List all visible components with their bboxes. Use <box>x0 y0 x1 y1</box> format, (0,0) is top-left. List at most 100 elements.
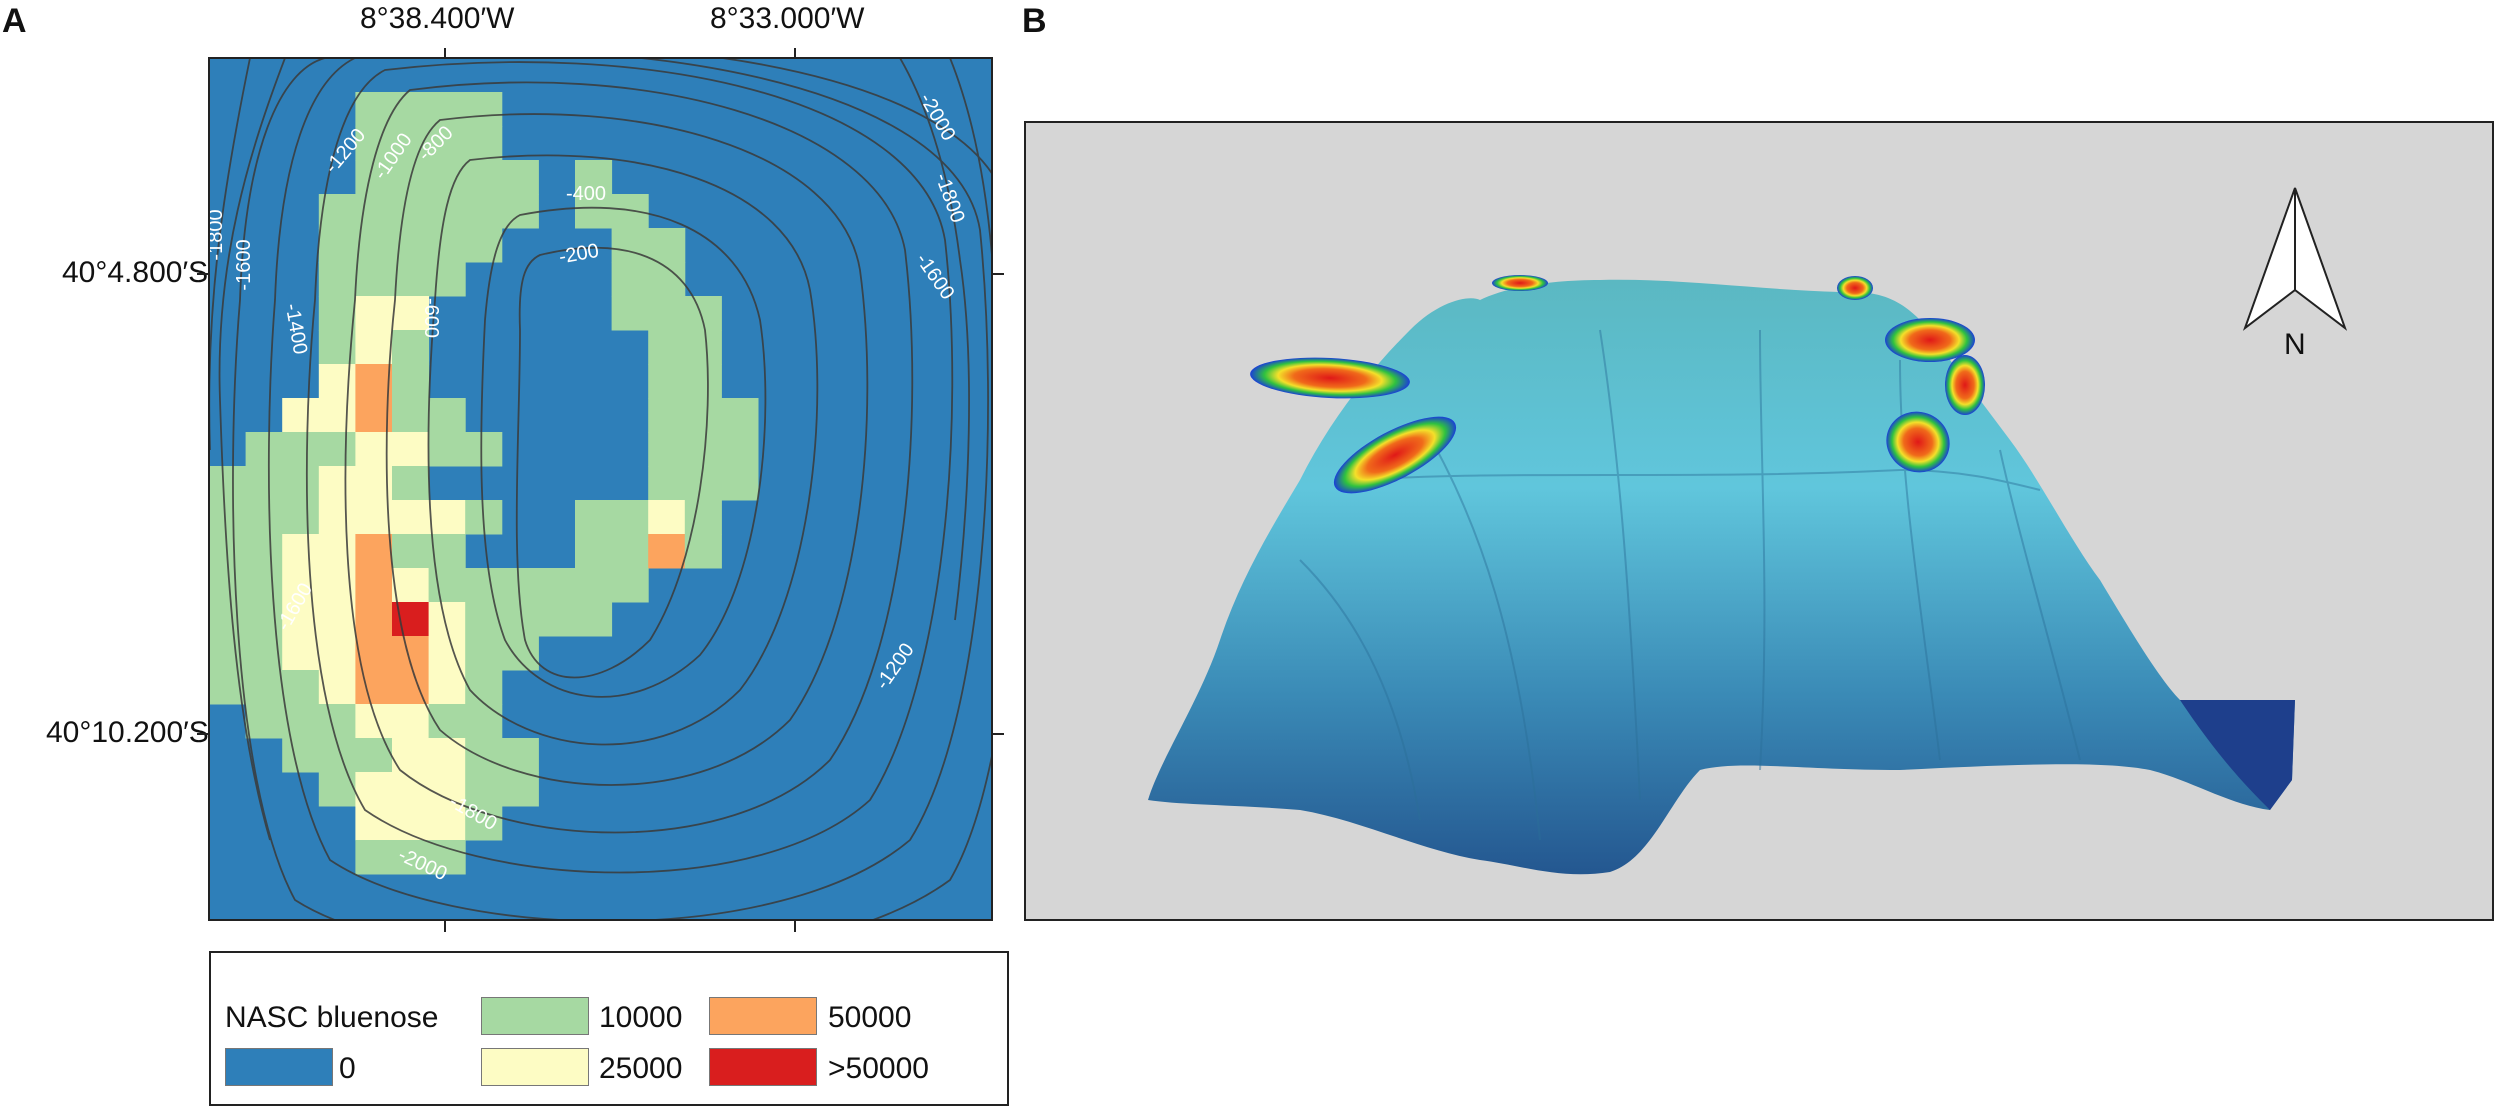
nasc-cell <box>721 432 759 467</box>
nasc-cell <box>392 92 430 127</box>
nasc-cell <box>245 670 283 705</box>
legend-label-1: 10000 <box>599 1001 683 1034</box>
nasc-cell <box>355 126 393 161</box>
nasc-cell <box>428 636 466 671</box>
nasc-cell <box>611 568 649 603</box>
nasc-cell <box>428 840 466 875</box>
nasc-cell <box>684 330 722 365</box>
nasc-cell <box>465 738 503 773</box>
nasc-cell <box>392 704 430 739</box>
nasc-cell <box>355 772 393 807</box>
nasc-cell <box>428 500 466 535</box>
nasc-cell <box>392 840 430 875</box>
nasc-cell <box>209 568 247 603</box>
nasc-cell <box>245 500 283 535</box>
legend-label-0: 0 <box>339 1052 356 1085</box>
nasc-cell <box>392 568 430 603</box>
legend-label-4: >50000 <box>828 1052 929 1085</box>
nasc-cell <box>245 466 283 501</box>
lat-label-1: 40°4.800′S <box>62 256 209 289</box>
legend-label-2: 25000 <box>599 1052 683 1085</box>
nasc-cell <box>245 432 283 467</box>
nasc-cell <box>428 432 466 467</box>
nasc-cell <box>465 126 503 161</box>
nasc-cell <box>575 500 613 535</box>
nasc-cell <box>392 398 430 433</box>
nasc-cell <box>355 500 393 535</box>
contour-label: -1800 <box>205 209 227 260</box>
nasc-cell <box>355 296 393 331</box>
nasc-cell <box>648 364 686 399</box>
nasc-cell <box>392 296 430 331</box>
bathymetry-contours <box>209 58 992 920</box>
nasc-cell <box>648 228 686 263</box>
legend: NASC bluenose 0 10000 25000 50000 >50000 <box>209 951 1009 1106</box>
lat-label-2: 40°10.200′S <box>46 716 209 749</box>
nasc-cell <box>282 738 320 773</box>
nasc-cell <box>392 534 430 569</box>
nasc-cell <box>428 160 466 195</box>
nasc-cell <box>501 772 539 807</box>
nasc-cell <box>355 568 393 603</box>
nasc-cell <box>318 466 356 501</box>
nasc-cell <box>318 500 356 535</box>
nasc-cell <box>611 262 649 297</box>
nasc-cell <box>611 534 649 569</box>
nasc-cell <box>318 636 356 671</box>
nasc-cell <box>392 466 430 501</box>
nasc-cell <box>648 398 686 433</box>
nasc-cell <box>428 262 466 297</box>
map-frame <box>208 57 993 921</box>
nasc-cell <box>355 228 393 263</box>
nasc-cell <box>355 704 393 739</box>
nasc-cell <box>611 296 649 331</box>
nasc-cell <box>318 228 356 263</box>
nasc-cell <box>282 636 320 671</box>
nasc-cell <box>209 500 247 535</box>
nasc-cell <box>428 194 466 229</box>
nasc-cell <box>282 534 320 569</box>
nasc-cell <box>465 568 503 603</box>
nasc-cell <box>318 432 356 467</box>
nasc-cell <box>575 534 613 569</box>
nasc-cell <box>721 466 759 501</box>
nasc-cell <box>611 194 649 229</box>
nasc-cell <box>318 534 356 569</box>
nasc-cell <box>245 704 283 739</box>
nasc-cell <box>465 228 503 263</box>
nasc-cell <box>501 636 539 671</box>
nasc-cell <box>282 568 320 603</box>
nasc-cell <box>611 228 649 263</box>
nasc-cell <box>355 840 393 875</box>
nasc-cell <box>428 568 466 603</box>
nasc-cell <box>538 602 576 637</box>
nasc-cell <box>648 534 686 569</box>
nasc-cell <box>501 194 539 229</box>
nasc-cell <box>318 772 356 807</box>
legend-swatch-4 <box>709 1048 817 1086</box>
legend-swatch-2 <box>481 1048 589 1086</box>
nasc-cell <box>209 602 247 637</box>
nasc-cell <box>575 160 613 195</box>
nasc-cell <box>465 194 503 229</box>
nasc-cell <box>684 364 722 399</box>
nasc-cell <box>392 432 430 467</box>
nasc-cell <box>428 398 466 433</box>
nasc-cell <box>465 670 503 705</box>
nasc-cell <box>428 228 466 263</box>
nasc-cell <box>318 704 356 739</box>
nasc-cell <box>355 330 393 365</box>
nasc-cell <box>355 670 393 705</box>
nasc-cell <box>575 568 613 603</box>
north-label: N <box>2284 328 2306 361</box>
map-ticks <box>197 48 1004 932</box>
nasc-cell <box>501 160 539 195</box>
panel-a-label: A <box>2 2 27 40</box>
nasc-cell <box>428 806 466 841</box>
nasc-cell <box>465 806 503 841</box>
nasc-cell <box>282 398 320 433</box>
nasc-cell <box>648 466 686 501</box>
legend-swatch-1 <box>481 997 589 1035</box>
nasc-cell <box>465 772 503 807</box>
